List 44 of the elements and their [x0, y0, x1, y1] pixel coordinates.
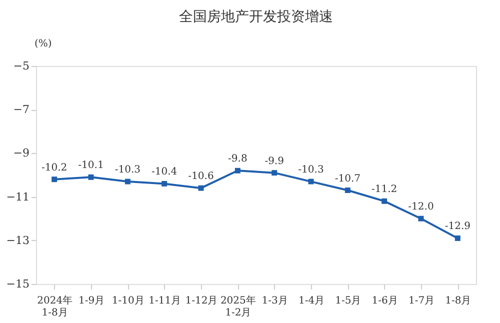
y-tick-label: −9: [13, 146, 30, 160]
y-tick-label: −15: [6, 278, 30, 290]
data-label: -9.8: [228, 154, 248, 165]
data-label: -10.3: [298, 164, 324, 176]
data-label: -10.6: [188, 171, 214, 182]
point: [52, 176, 58, 182]
point: [198, 185, 204, 191]
x-tick-label: 1-10月: [112, 296, 144, 306]
point: [454, 235, 460, 241]
x-tick-label: 2025年 1-2月: [220, 294, 256, 318]
data-label: -10.3: [114, 164, 140, 176]
data-label: -9.9: [264, 156, 284, 167]
data-label: -10.1: [78, 160, 104, 172]
data-label: -11.2: [372, 184, 398, 196]
data-label: -10.7: [334, 173, 360, 184]
data-label: -12.0: [408, 202, 434, 213]
x-tick-label: 2024年 1-8月: [37, 294, 73, 318]
x-tick-label: 1-3月: [262, 296, 288, 306]
point: [162, 180, 168, 186]
data-label: -12.9: [444, 221, 470, 232]
y-tick-label: −7: [13, 103, 30, 116]
y-tick-label: −11: [6, 190, 30, 204]
x-tick-label: 1-12月: [185, 296, 218, 306]
point: [272, 170, 278, 176]
y-tick-label: −13: [6, 234, 30, 247]
y-axis-title: (%): [34, 38, 52, 50]
x-tick-label: 1-8月: [445, 296, 472, 306]
point: [344, 188, 350, 193]
x-tick-label: 1-9月: [78, 296, 105, 306]
point: [382, 198, 388, 204]
x-tick-label: 1-6月: [372, 296, 398, 306]
y-tick-label: −5: [13, 60, 30, 72]
x-tick-label: 1-11月: [148, 296, 182, 306]
point: [308, 178, 314, 184]
x-tick-label: 1-7月: [408, 296, 435, 306]
point: [88, 174, 94, 180]
chart-title: 全国房地产开发投资增速: [179, 9, 333, 25]
data-label: -10.4: [152, 166, 178, 178]
point: [234, 168, 240, 174]
x-tick-label: 1-5月: [335, 296, 362, 306]
data-label: -10.2: [42, 162, 68, 174]
point: [124, 178, 130, 184]
x-tick-label: 1-4月: [298, 296, 325, 306]
point: [418, 216, 424, 222]
